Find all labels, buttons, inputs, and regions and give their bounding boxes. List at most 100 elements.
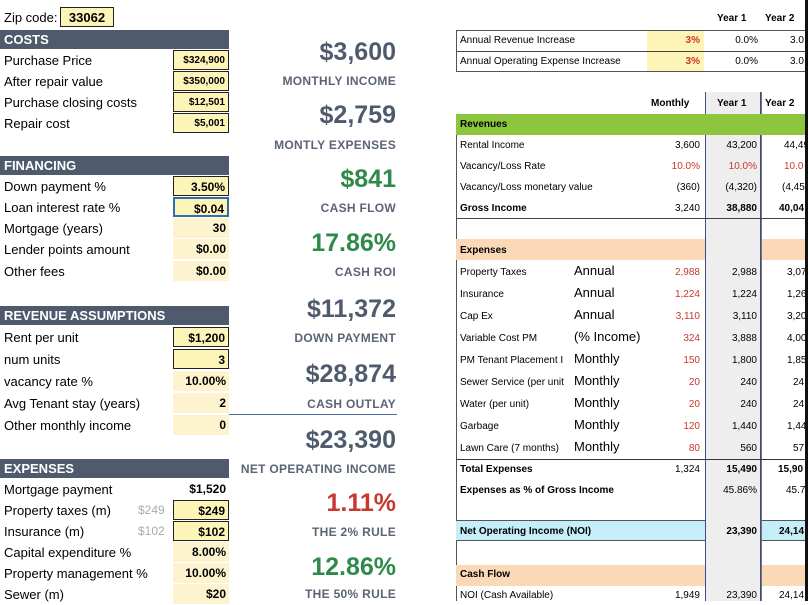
revenue-increase-y1: 0.0% [735, 35, 758, 46]
other-income-input[interactable]: 0 [173, 415, 229, 435]
revenues-header: Revenues [460, 119, 508, 130]
down-payment-row: Down payment % 3.50% [0, 176, 229, 197]
down-payment-metric-caption: DOWN PAYMENT [294, 331, 396, 345]
down-payment-label: Down payment % [4, 179, 106, 194]
exp-row-7-freq[interactable]: Monthly [574, 417, 620, 432]
mortgage-years-row: Mortgage (years) 30 [0, 218, 229, 239]
lender-points-row: Lender points amount $0.00 [0, 239, 229, 260]
property-taxes-label: Property taxes (m) [4, 503, 111, 518]
gross-income-y2: 40,04 [779, 203, 805, 214]
total-expenses-y1: 15,490 [726, 464, 757, 475]
vacancy-rate-y2: 10.0 [784, 161, 804, 172]
noi-proj-y1: 23,390 [726, 526, 757, 537]
exp-row-7-monthly: 120 [683, 421, 700, 432]
purchase-price-input[interactable]: $324,900 [173, 50, 229, 70]
repair-cost-input[interactable]: $5,001 [173, 113, 229, 133]
exp-row-2-y1: 3,110 [732, 311, 757, 322]
revenue-increase-cell[interactable] [647, 31, 704, 51]
expense-increase-cell[interactable] [647, 52, 704, 71]
zip-code-input[interactable]: 33062 [60, 7, 114, 27]
noi-proj-y2: 24,14 [779, 526, 805, 537]
rental-income-y1: 43,200 [726, 140, 757, 151]
exp-row-4-monthly: 150 [683, 355, 700, 366]
vacancy-value-label: Vacancy/Loss monetary value [460, 182, 593, 193]
exp-row-3-label: Variable Cost PM [460, 333, 538, 344]
exp-row-1-label: Insurance [460, 289, 504, 300]
property-taxes-input[interactable]: $249 [173, 500, 229, 520]
exp-row-4-freq[interactable]: Monthly [574, 351, 620, 366]
exp-row-6-freq[interactable]: Monthly [574, 395, 620, 410]
closing-costs-input[interactable]: $12,501 [173, 92, 229, 112]
mortgage-years-input[interactable]: 30 [173, 218, 229, 238]
noi-caption: NET OPERATING INCOME [240, 462, 396, 476]
exp-row-7-label: Garbage [460, 421, 499, 432]
cash-roi-caption: CASH ROI [334, 265, 396, 279]
lender-points-input[interactable]: $0.00 [173, 239, 229, 259]
property-management-label: Property management % [4, 566, 148, 581]
exp-row-5-y1: 240 [740, 377, 757, 388]
fifty-percent-rule-caption: THE 50% RULE [305, 587, 396, 601]
insurance-row: Insurance (m) $102 $102 [0, 521, 229, 542]
vacancy-rate-label: vacancy rate % [4, 374, 93, 389]
num-units-input[interactable]: 3 [173, 349, 229, 369]
revenues-band [456, 114, 808, 135]
num-units-row: num units 3 [0, 349, 229, 370]
exp-row-0-freq[interactable]: Annual [574, 263, 615, 278]
tenant-stay-label: Avg Tenant stay (years) [4, 396, 141, 411]
sewer-label: Sewer (m) [4, 587, 64, 602]
exp-row-8-label: Lawn Care (7 months) [460, 443, 559, 454]
window-right-edge [805, 0, 808, 601]
exp-row-3-y2: 4,00 [787, 333, 807, 344]
exp-row-3-freq[interactable]: (% Income) [574, 329, 641, 344]
zip-code-label: Zip code: [4, 10, 58, 25]
cashflow-band [456, 565, 705, 586]
expense-pct-y1: 45.86% [723, 485, 757, 496]
other-fees-row: Other fees $0.00 [0, 261, 229, 282]
capex-input[interactable]: 8.00% [173, 542, 229, 562]
inc-year1-header: Year 1 [717, 13, 747, 24]
vacancy-rate-input[interactable]: 10.00% [173, 371, 229, 391]
rental-income-monthly: 3,600 [674, 140, 700, 151]
exp-row-1-y2: 1,26 [787, 289, 807, 300]
exp-row-2-freq[interactable]: Annual [574, 307, 615, 322]
rental-income-label: Rental Income [460, 140, 525, 151]
revenue-increase-y2: 3.0 [790, 35, 804, 46]
exp-row-5-label: Sewer Service (per unit [460, 377, 564, 388]
noi-available-monthly: 1,949 [674, 590, 700, 601]
financing-header: FINANCING [0, 156, 229, 175]
sewer-row: Sewer (m) $20 [0, 584, 229, 605]
tenant-stay-input[interactable]: 2 [173, 393, 229, 413]
exp-row-8-freq[interactable]: Monthly [574, 439, 620, 454]
mortgage-payment-value: $1,520 [189, 482, 226, 496]
monthly-income-caption: MONTHLY INCOME [282, 74, 396, 88]
noi-available-label: NOI (Cash Available) [460, 590, 554, 601]
rent-per-unit-input[interactable]: $1,200 [173, 327, 229, 347]
noi-band [456, 520, 705, 541]
insurance-input[interactable]: $102 [173, 521, 229, 541]
sewer-input[interactable]: $20 [173, 584, 229, 604]
other-income-row: Other monthly income 0 [0, 415, 229, 436]
property-taxes-row: Property taxes (m) $249 $249 [0, 500, 229, 521]
exp-row-0-y1: 2,988 [731, 267, 757, 278]
vacancy-rate-proj-label: Vacancy/Loss Rate [460, 161, 546, 172]
costs-header: COSTS [0, 30, 229, 49]
divider-line [229, 414, 397, 415]
after-repair-value-input[interactable]: $350,000 [173, 71, 229, 91]
insurance-label: Insurance (m) [4, 524, 85, 539]
expense-pct-label: Expenses as % of Gross Income [460, 485, 614, 496]
other-fees-input[interactable]: $0.00 [173, 261, 229, 281]
purchase-price-row: Purchase Price $324,900 [0, 50, 229, 71]
exp-row-4-label: PM Tenant Placement I [460, 355, 564, 366]
down-payment-input[interactable]: 3.50% [173, 176, 229, 196]
interest-rate-input[interactable]: $0.04 [173, 197, 229, 217]
total-expenses-line [456, 459, 808, 460]
closing-costs-label: Purchase closing costs [4, 95, 137, 110]
property-management-input[interactable]: 10.00% [173, 563, 229, 583]
expense-increase-label: Annual Operating Expense Increase [460, 56, 621, 67]
interest-rate-label: Loan interest rate % [4, 200, 121, 215]
col-year2-header: Year 2 [765, 98, 795, 109]
exp-row-1-freq[interactable]: Annual [574, 285, 615, 300]
total-expenses-monthly: 1,324 [674, 464, 700, 475]
noi-proj-label: Net Operating Income (NOI) [460, 526, 592, 537]
exp-row-5-freq[interactable]: Monthly [574, 373, 620, 388]
